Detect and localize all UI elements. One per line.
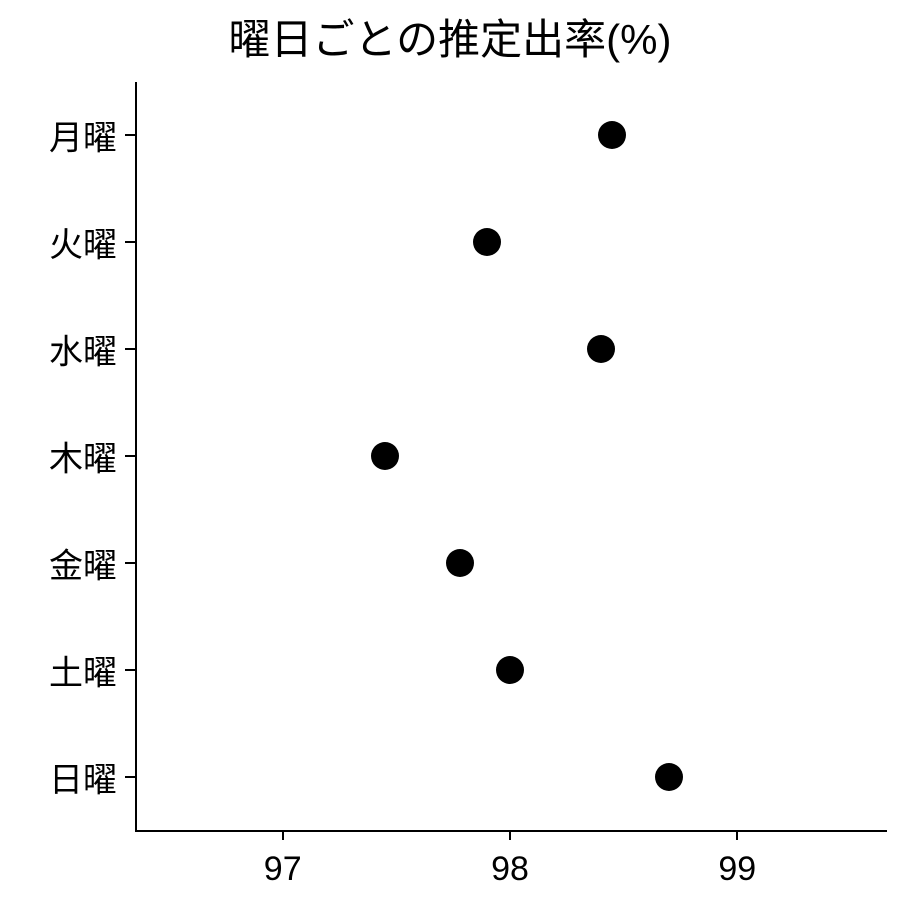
chart-title: 曜日ごとの推定出率(%) [0,6,900,67]
y-tick-mark [125,562,135,564]
data-point [587,335,615,363]
y-tick-label: 水曜 [0,325,117,374]
data-point [371,442,399,470]
x-tick-label: 97 [264,850,302,889]
y-tick-mark [125,348,135,350]
y-tick-label: 月曜 [0,111,117,160]
data-point [446,549,474,577]
y-tick-label: 火曜 [0,218,117,267]
y-tick-label: 日曜 [0,752,117,801]
plot-area [135,82,887,832]
y-tick-mark [125,669,135,671]
x-tick-label: 98 [491,850,529,889]
x-tick-mark [282,830,284,840]
y-tick-label: 金曜 [0,538,117,587]
x-tick-label: 99 [718,850,756,889]
x-tick-mark [736,830,738,840]
data-point [655,763,683,791]
y-tick-mark [125,134,135,136]
data-point [473,228,501,256]
data-point [598,121,626,149]
y-tick-mark [125,241,135,243]
x-tick-mark [509,830,511,840]
y-tick-label: 木曜 [0,432,117,481]
y-tick-mark [125,776,135,778]
chart-container: 曜日ごとの推定出率(%) 月曜火曜水曜木曜金曜土曜日曜 97 98 99 [0,0,900,900]
y-tick-label: 土曜 [0,645,117,694]
data-point [496,656,524,684]
y-tick-mark [125,455,135,457]
